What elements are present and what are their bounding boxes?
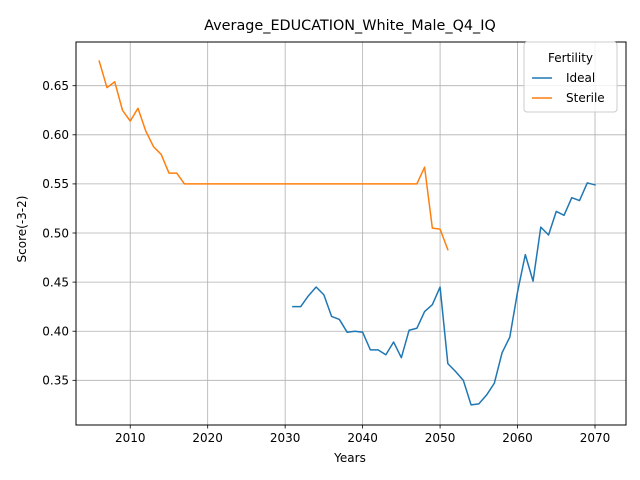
legend-box [523,41,618,113]
legend: Fertility Ideal Sterile [523,41,618,113]
x-tick-label: 2020 [192,431,223,445]
x-tick-label: 2030 [270,431,301,445]
y-tick-label: 0.55 [42,177,69,191]
y-tick-label: 0.60 [42,128,69,142]
x-tick-label: 2040 [347,431,378,445]
plot-frame [75,41,627,426]
y-axis-label: Score(-3-2) [15,196,29,263]
y-tick-label: 0.50 [42,226,69,240]
x-tick-label: 2070 [580,431,611,445]
legend-label-sterile: Sterile [566,91,605,105]
x-tick-label: 2060 [502,431,533,445]
x-tick-label: 2010 [115,431,146,445]
x-axis-ticks: 2010 2020 2030 2040 2050 2060 2070 [115,425,610,445]
series-line-ideal [292,182,596,406]
y-axis-ticks: 0.35 0.40 0.45 0.50 0.55 0.60 0.65 [42,79,76,388]
series-lines [98,60,596,406]
y-tick-label: 0.40 [42,325,69,339]
legend-title: Fertility [548,51,593,65]
legend-label-ideal: Ideal [566,71,595,85]
series-line-sterile [98,60,449,251]
y-tick-label: 0.35 [42,374,69,388]
x-axis-label: Years [333,451,366,465]
y-tick-label: 0.45 [42,275,69,289]
y-tick-label: 0.65 [42,79,69,93]
x-tick-label: 2050 [425,431,456,445]
chart-title: Average_EDUCATION_White_Male_Q4_IQ [204,18,496,34]
